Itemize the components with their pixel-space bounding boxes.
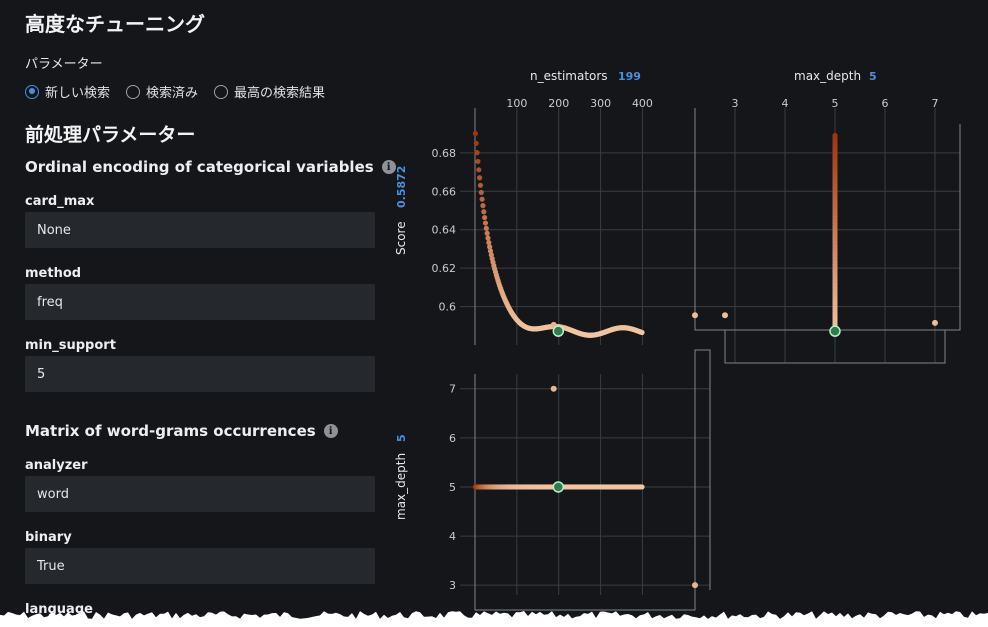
- tick-label-max-depth: 4: [782, 97, 789, 110]
- card-max-field[interactable]: None: [25, 212, 375, 248]
- group-title-ordinal-encoding: Ordinal encoding of categorical variable…: [25, 158, 396, 176]
- tick-label-score: 0.62: [432, 262, 457, 275]
- field-label-method: method: [25, 266, 82, 281]
- parameters-label: パラメーター: [25, 57, 103, 72]
- search-mode-radio-group: 新しい検索 検索済み 最高の検索結果: [25, 82, 325, 101]
- group-title-word-grams: Matrix of word-grams occurrences i: [25, 422, 338, 440]
- radio-searched[interactable]: 検索済み: [126, 82, 198, 101]
- best-result-marker: [552, 481, 565, 493]
- tick-label-max-depth-row: 4: [449, 530, 456, 543]
- score-point-n-estimators: [479, 196, 485, 202]
- radio-label: 最高の検索結果: [234, 86, 326, 101]
- score-point-n-estimators: [482, 220, 489, 226]
- radio-best-result[interactable]: 最高の検索結果: [214, 82, 325, 101]
- score-point-max-depth: [832, 132, 838, 139]
- tick-label-max-depth: 5: [832, 97, 839, 110]
- row-selected-value: 5: [395, 434, 408, 442]
- tick-label-max-depth-row: 7: [449, 383, 456, 396]
- column-selected-value: 199: [618, 70, 641, 83]
- score-point-outlier: [722, 312, 728, 319]
- radio-label: 検索済み: [146, 86, 199, 101]
- group-title-text: Ordinal encoding of categorical variable…: [25, 158, 374, 176]
- tick-label-score: 0.68: [432, 147, 457, 160]
- info-icon[interactable]: i: [323, 424, 338, 438]
- depth-point-n-estimators: [639, 484, 645, 490]
- field-label-binary: binary: [25, 530, 72, 545]
- score-point-n-estimators: [472, 130, 479, 137]
- tick-label-max-depth: 7: [932, 97, 939, 110]
- panel-frame: [474, 108, 961, 345]
- score-point-n-estimators: [550, 321, 557, 328]
- radio-label: 新しい検索: [45, 86, 111, 101]
- field-label-language: language: [25, 602, 93, 617]
- tick-label-max-depth: 3: [732, 97, 739, 110]
- tick-label-max-depth-row: 5: [449, 481, 456, 494]
- score-point-outlier: [692, 312, 698, 319]
- depth-point-outlier: [550, 385, 557, 392]
- radio-new-search[interactable]: 新しい検索: [25, 82, 110, 101]
- tick-label-score: 0.6: [439, 301, 457, 314]
- tick-label-n-estimators: 200: [548, 97, 569, 110]
- group-title-text: Matrix of word-grams occurrences: [25, 422, 316, 440]
- binary-field[interactable]: True: [25, 548, 375, 584]
- score-point-n-estimators: [477, 182, 484, 188]
- radio-selected-icon[interactable]: [25, 84, 39, 99]
- score-point-n-estimators: [481, 209, 487, 215]
- score-point-outlier: [932, 319, 938, 326]
- column-header-max-depth: max_depth: [794, 69, 861, 83]
- tick-label-n-estimators: 400: [632, 97, 653, 110]
- scatter-matrix-svg: n_estimators 199 max_depth 5 Score 0.5872 max_…: [394, 69, 961, 611]
- tick-label-max-depth: 6: [882, 97, 889, 110]
- tick-label-max-depth-row: 3: [449, 579, 456, 592]
- analyzer-field[interactable]: word: [25, 476, 375, 512]
- best-result-marker: [829, 325, 841, 337]
- score-point-n-estimators: [639, 329, 645, 336]
- column-selected-value: 5: [869, 70, 877, 83]
- score-point-n-estimators: [476, 167, 482, 173]
- score-point-n-estimators: [486, 239, 492, 246]
- score-point-n-estimators: [474, 150, 480, 156]
- tick-label-max-depth-row: 6: [449, 432, 456, 445]
- tick-label-n-estimators: 100: [506, 97, 527, 110]
- hyperparameter-scatter-matrix: n_estimators 199 max_depth 5 Score 0.5872 max_…: [390, 60, 988, 627]
- field-label-card-max: card_max: [25, 194, 95, 209]
- field-label-min-support: min_support: [25, 338, 116, 353]
- preprocessing-title: 前処理パラメーター: [25, 124, 196, 146]
- score-point-n-estimators: [482, 214, 488, 221]
- score-point-n-estimators: [484, 230, 490, 236]
- row-selected-value: 0.5872: [395, 166, 408, 208]
- score-point-n-estimators: [477, 175, 483, 181]
- score-point-n-estimators: [480, 203, 486, 209]
- field-label-analyzer: analyzer: [25, 458, 88, 473]
- tick-label-score: 0.66: [432, 185, 457, 198]
- info-icon[interactable]: i: [381, 160, 396, 174]
- panel-frame: [724, 330, 946, 364]
- row-header-score: Score: [394, 221, 408, 255]
- row-header-max-depth: max_depth: [394, 453, 408, 520]
- score-point-n-estimators: [485, 235, 491, 241]
- column-header-n-estimators: n_estimators: [530, 69, 608, 83]
- parameters-panel: 高度なチューニング パラメーター 新しい検索 検索済み 最高の検索結果 前処理パ…: [0, 0, 400, 627]
- score-point-n-estimators: [487, 248, 494, 254]
- depth-point-outlier: [692, 582, 698, 589]
- method-field[interactable]: freq: [25, 284, 375, 320]
- score-point-n-estimators: [478, 189, 484, 196]
- tick-label-score: 0.64: [432, 224, 457, 237]
- best-result-marker: [552, 325, 565, 337]
- tick-label-n-estimators: 300: [590, 97, 611, 110]
- panel-frame: [474, 349, 711, 611]
- radio-unselected-icon[interactable]: [126, 84, 141, 99]
- torn-edge-decoration: [0, 611, 988, 627]
- score-point-n-estimators: [473, 140, 479, 146]
- page-title: 高度なチューニング: [25, 12, 205, 36]
- radio-unselected-icon[interactable]: [214, 84, 229, 99]
- min-support-field[interactable]: 5: [25, 356, 375, 392]
- score-point-n-estimators: [487, 244, 493, 250]
- score-point-n-estimators: [483, 225, 489, 231]
- score-point-n-estimators: [475, 158, 481, 165]
